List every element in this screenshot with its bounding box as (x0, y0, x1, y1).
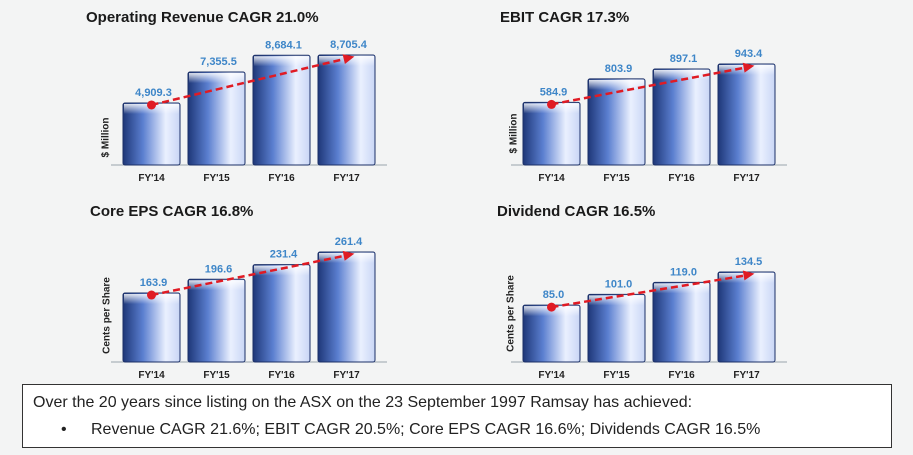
bar-highlight (189, 73, 244, 84)
trend-arrow (342, 54, 355, 64)
trend-line (551, 65, 749, 106)
data-label: 163.9 (140, 277, 168, 289)
bar-highlight (589, 295, 644, 306)
chart-title: Dividend CAGR 16.5% (497, 203, 656, 220)
chart-title: Operating Revenue CAGR 21.0% (86, 9, 319, 26)
tick-label: FY'14 (138, 173, 165, 184)
tick-label: FY'15 (603, 370, 630, 381)
tick-label: FY'14 (138, 370, 165, 381)
tick-label: FY'15 (203, 370, 230, 381)
bar (187, 71, 246, 166)
summary-bullet: • Revenue CAGR 21.6%; EBIT CAGR 20.5%; Co… (61, 421, 760, 439)
data-label: 4,909.3 (135, 87, 172, 99)
data-label: 196.6 (205, 263, 233, 275)
tick-label: FY'14 (538, 173, 565, 184)
data-label: 584.9 (540, 86, 568, 98)
trend-start-point (547, 302, 556, 312)
bar-highlight (654, 69, 709, 80)
trend-arrow (342, 250, 355, 261)
bar (717, 271, 776, 363)
tick-label: FY'16 (268, 370, 295, 381)
trend-line (151, 253, 349, 297)
bullet-icon: • (61, 421, 67, 438)
tick-label: FY'17 (333, 370, 360, 381)
tick-label: FY'14 (538, 370, 565, 381)
trend-line (151, 56, 349, 107)
trend-line (551, 273, 749, 309)
chart-title: Core EPS CAGR 16.8% (90, 203, 254, 220)
bar (587, 293, 646, 363)
data-label: 7,355.5 (200, 56, 237, 68)
data-label: 119.0 (670, 266, 697, 278)
trend-arrow (742, 270, 755, 281)
trend-start-point (547, 99, 556, 109)
data-label: 943.4 (735, 48, 763, 60)
bar (252, 264, 311, 363)
data-label: 134.5 (735, 256, 763, 268)
data-label: 8,705.4 (330, 39, 368, 51)
data-label: 101.0 (605, 278, 633, 290)
bar (652, 68, 711, 166)
data-label: 85.0 (543, 289, 564, 301)
data-label: 8,684.1 (265, 39, 302, 51)
bar (652, 281, 711, 363)
chart-title: EBIT CAGR 17.3% (500, 9, 630, 26)
tick-label: FY'17 (733, 173, 760, 184)
bar-highlight (654, 283, 709, 294)
summary-bullet-text: Revenue CAGR 21.6%; EBIT CAGR 20.5%; Cor… (91, 421, 761, 438)
summary-text: Over the 20 years since listing on the A… (33, 394, 693, 411)
tick-label: FY'16 (268, 173, 295, 184)
bar-highlight (589, 79, 644, 90)
tick-label: FY'16 (668, 370, 695, 381)
bar (252, 54, 311, 166)
bar (587, 78, 646, 166)
tick-label: FY'16 (668, 173, 695, 184)
trend-start-point (147, 290, 156, 300)
bar (187, 278, 246, 363)
trend-arrow (742, 62, 755, 73)
tick-label: FY'17 (733, 370, 760, 381)
tick-label: FY'17 (333, 173, 360, 184)
data-label: 261.4 (335, 236, 363, 248)
data-label: 803.9 (605, 63, 633, 75)
summary-box: Over the 20 years since listing on the A… (22, 384, 892, 448)
data-label: 897.1 (670, 53, 698, 65)
bar-highlight (254, 265, 309, 276)
bar-highlight (189, 280, 244, 291)
bar-highlight (254, 56, 309, 67)
trend-start-point (147, 100, 156, 110)
tick-label: FY'15 (203, 173, 230, 184)
data-label: 231.4 (270, 249, 298, 261)
tick-label: FY'15 (603, 173, 630, 184)
